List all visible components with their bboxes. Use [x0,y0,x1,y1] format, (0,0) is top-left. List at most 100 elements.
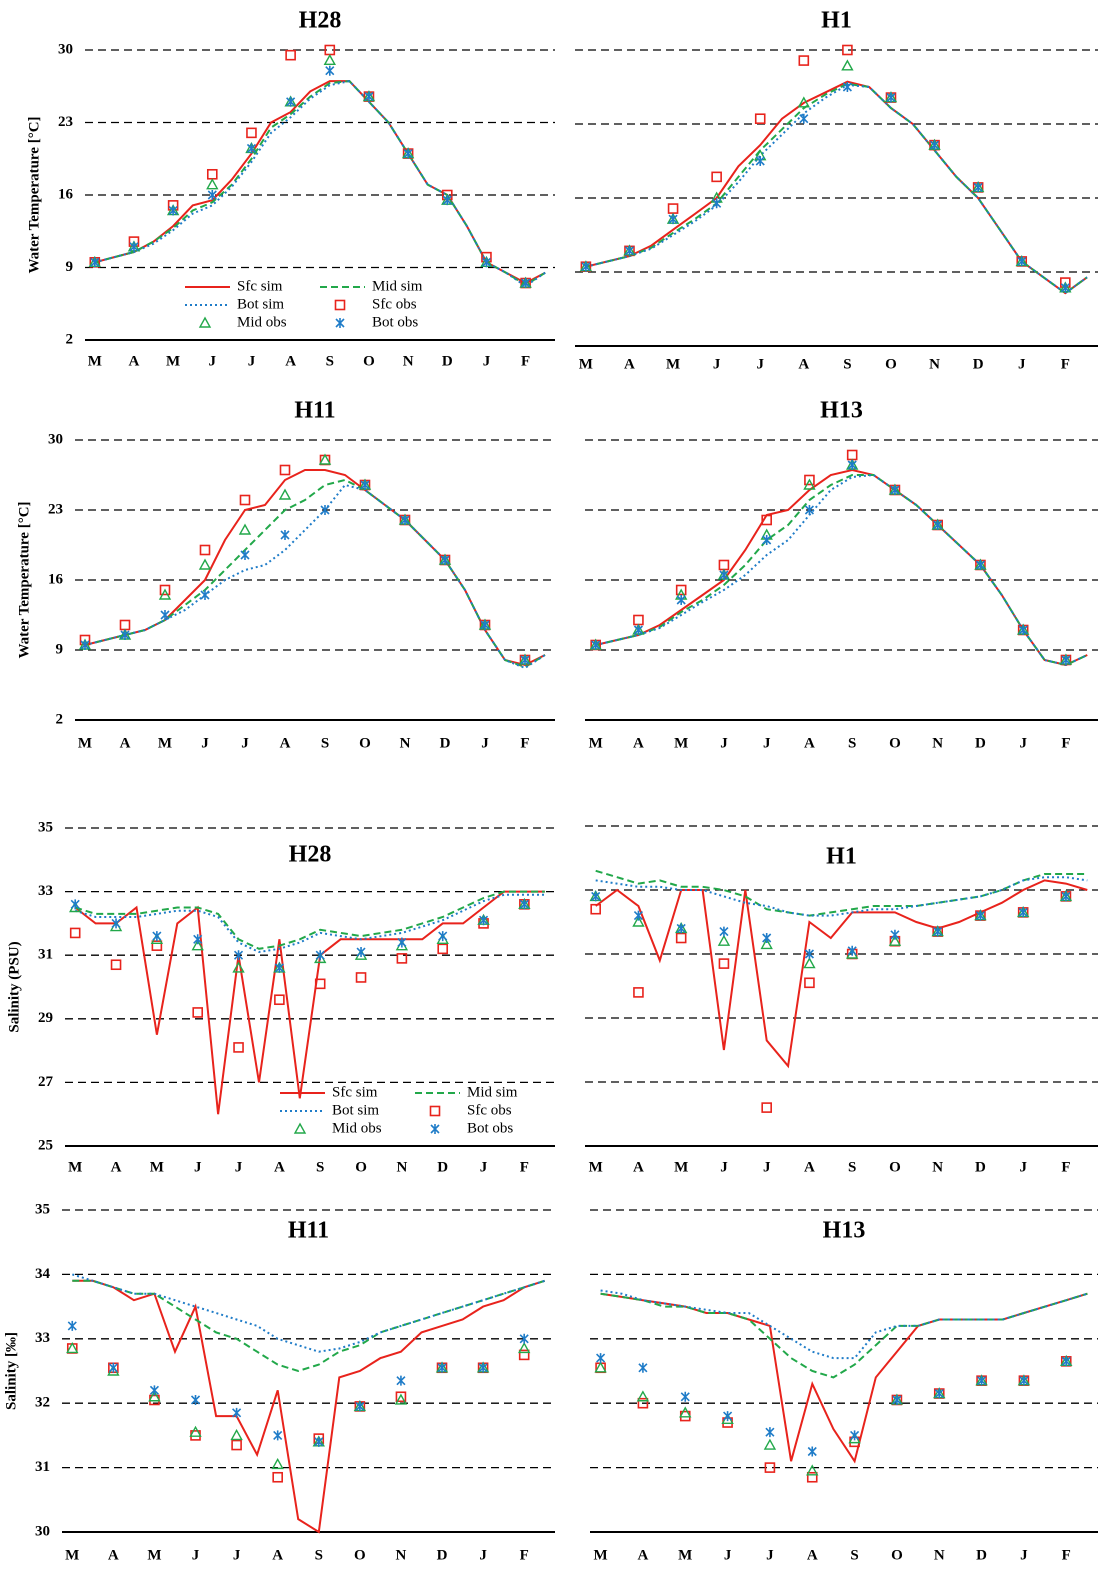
marker [189,1425,202,1437]
x-tick-label: M [593,1547,607,1563]
x-tick-label: S [315,1547,323,1563]
marker [90,257,100,268]
x-tick-label: M [674,1159,688,1175]
marker [890,485,900,495]
series-line [74,893,545,954]
marker [933,520,943,530]
x-tick-label: A [624,356,635,372]
marker [206,168,218,180]
marker [1061,655,1071,665]
marker [624,245,635,256]
legend-label: Sfc sim [332,1084,378,1100]
marker [148,1390,161,1402]
marker [149,1385,160,1396]
marker [110,959,122,971]
y-tick-label: 33 [35,1330,50,1346]
x-tick-label: J [241,735,249,751]
x-tick-label: D [442,353,453,369]
marker [286,96,296,107]
chart-title: H13 [823,1218,866,1244]
y-tick-label: 31 [35,1459,50,1475]
marker [798,55,810,66]
marker [69,927,81,939]
x-tick-label: A [798,356,809,372]
x-tick-label: D [973,356,984,372]
chart-title: H28 [299,8,342,34]
x-tick-label: F [1061,356,1070,372]
series-line [84,469,546,667]
x-tick-label: D [975,1159,986,1175]
marker [975,560,986,570]
x-tick-label: J [763,1159,771,1175]
marker [280,530,290,540]
marker [232,961,245,973]
marker [314,978,326,990]
marker [233,1042,244,1053]
marker [278,488,292,500]
x-tick-label: S [848,735,856,751]
y-tick-label: 30 [48,431,63,447]
marker [679,1406,692,1418]
marker [977,1375,987,1386]
x-tick-label: F [1061,1159,1070,1175]
x-tick-label: F [1062,1547,1071,1563]
series-line [72,1279,546,1373]
marker [632,915,645,927]
marker [168,205,178,216]
marker [847,945,857,956]
marker [199,544,211,556]
marker [847,460,857,470]
marker [159,584,171,596]
marker [591,891,601,902]
marker [191,939,204,951]
y-tick-label: 35 [38,819,53,835]
legend-label: Sfc sim [237,278,283,294]
marker [429,1105,441,1117]
marker [638,1362,648,1373]
marker [803,957,816,969]
marker [364,91,374,102]
legend-label: Mid sim [467,1084,518,1100]
series-line [94,80,546,288]
marker [1018,625,1028,635]
marker [207,190,217,200]
marker [803,478,816,490]
x-tick-label: N [932,735,943,751]
marker [119,619,131,631]
x-tick-label: M [678,1547,692,1563]
marker [520,655,530,665]
marker [325,65,335,76]
marker [335,318,345,328]
marker [334,299,346,311]
marker [438,931,448,942]
marker [718,958,730,969]
x-tick-label: A [633,1159,644,1175]
x-tick-label: J [192,1547,200,1563]
marker [633,987,644,998]
marker [764,1462,776,1473]
x-tick-label: S [316,1159,324,1175]
series-line [600,1292,1088,1464]
x-tick-label: M [158,735,172,751]
marker [198,316,212,328]
x-tick-label: M [589,1159,603,1175]
marker [804,474,815,486]
series-line [74,890,545,950]
marker [804,949,815,959]
marker [762,535,772,545]
x-tick-label: O [891,1547,903,1563]
marker [1061,891,1071,902]
series-line [600,1289,1088,1360]
series-line [94,80,546,287]
marker [437,1362,447,1373]
y-tick-label: 29 [38,1010,53,1026]
x-tick-label: F [520,1159,529,1175]
marker [193,934,203,945]
y-tick-label: 16 [58,186,74,202]
marker [760,937,773,950]
marker [151,940,163,951]
marker [198,558,212,570]
y-tick-label: 32 [35,1395,50,1411]
marker [680,1391,690,1402]
chart-title: H1 [821,8,852,34]
